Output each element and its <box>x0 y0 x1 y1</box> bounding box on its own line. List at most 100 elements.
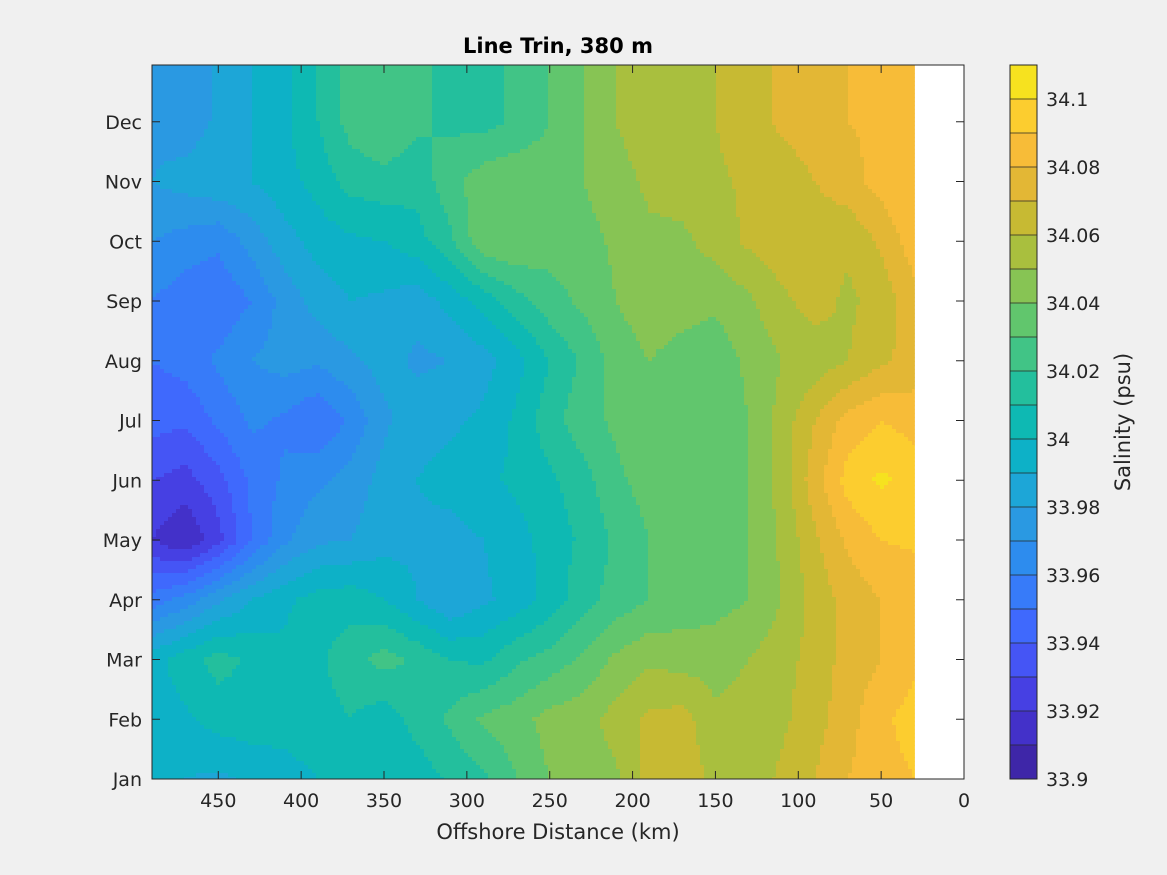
contour-cell <box>344 145 349 150</box>
contour-cell <box>544 117 549 122</box>
contour-cell <box>296 145 301 150</box>
contour-cell <box>872 101 877 106</box>
contour-cell <box>756 117 761 122</box>
contour-cell <box>860 153 865 158</box>
contour-cell <box>620 161 625 166</box>
contour-cell <box>184 129 189 134</box>
contour-cell <box>680 113 685 118</box>
contour-cell <box>500 149 505 154</box>
contour-cell <box>824 65 829 70</box>
contour-cell <box>224 77 229 82</box>
contour-cell <box>876 97 881 102</box>
contour-cell <box>724 89 729 94</box>
contour-cell <box>860 149 865 154</box>
contour-cell <box>376 109 381 114</box>
contour-cell <box>156 149 161 154</box>
contour-cell <box>172 125 177 130</box>
contour-cell <box>556 69 561 74</box>
contour-cell <box>728 109 733 114</box>
contour-cell <box>664 69 669 74</box>
contour-cell <box>892 89 897 94</box>
contour-cell <box>256 85 261 90</box>
contour-cell <box>692 89 697 94</box>
contour-cell <box>844 65 849 70</box>
contour-cell <box>300 101 305 106</box>
contour-cell <box>836 81 841 86</box>
contour-cell <box>492 69 497 74</box>
contour-cell <box>860 125 865 130</box>
contour-cell <box>592 149 597 154</box>
contour-cell <box>288 157 293 162</box>
contour-cell <box>716 149 721 154</box>
contour-cell <box>428 161 433 166</box>
contour-cell <box>872 81 877 86</box>
contour-cell <box>268 105 273 110</box>
contour-cell <box>208 129 213 134</box>
contour-cell <box>580 85 585 90</box>
contour-cell <box>648 101 653 106</box>
contour-cell <box>508 165 513 170</box>
contour-cell <box>388 137 393 142</box>
contour-cell <box>816 73 821 78</box>
contour-cell <box>660 145 665 150</box>
contour-cell <box>708 117 713 122</box>
contour-cell <box>312 137 317 142</box>
contour-cell <box>780 85 785 90</box>
contour-cell <box>616 141 621 146</box>
contour-cell <box>816 81 821 86</box>
contour-cell <box>504 117 509 122</box>
contour-cell <box>500 73 505 78</box>
contour-cell <box>260 69 265 74</box>
contour-cell <box>304 81 309 86</box>
contour-cell <box>768 81 773 86</box>
contour-cell <box>540 101 545 106</box>
contour-cell <box>608 149 613 154</box>
contour-cell <box>908 69 913 74</box>
contour-cell <box>168 161 173 166</box>
contour-cell <box>740 129 745 134</box>
contour-cell <box>756 161 761 166</box>
contour-cell <box>712 85 717 90</box>
contour-cell <box>888 69 893 74</box>
contour-cell <box>416 109 421 114</box>
contour-cell <box>772 145 777 150</box>
contour-cell <box>752 65 757 70</box>
contour-cell <box>652 161 657 166</box>
contour-cell <box>500 105 505 110</box>
contour-cell <box>364 105 369 110</box>
contour-cell <box>880 125 885 130</box>
contour-cell <box>336 125 341 130</box>
contour-cell <box>280 161 285 166</box>
contour-cell <box>392 157 397 162</box>
contour-cell <box>160 129 165 134</box>
contour-cell <box>912 65 915 70</box>
contour-cell <box>748 73 753 78</box>
contour-cell <box>244 145 249 150</box>
contour-cell <box>872 141 877 146</box>
contour-cell <box>624 73 629 78</box>
contour-cell <box>664 65 669 70</box>
contour-cell <box>888 77 893 82</box>
contour-cell <box>652 109 657 114</box>
contour-cell <box>716 145 721 150</box>
contour-cell <box>684 133 689 138</box>
contour-cell <box>884 125 889 130</box>
contour-cell <box>908 137 913 142</box>
contour-cell <box>756 133 761 138</box>
contour-cell <box>320 121 325 126</box>
contour-cell <box>584 113 589 118</box>
contour-cell <box>556 89 561 94</box>
contour-cell <box>696 121 701 126</box>
contour-cell <box>832 73 837 78</box>
contour-cell <box>380 85 385 90</box>
contour-cell <box>704 161 709 166</box>
contour-cell <box>588 157 593 162</box>
contour-cell <box>684 105 689 110</box>
contour-cell <box>312 141 317 146</box>
contour-cell <box>772 73 777 78</box>
contour-cell <box>420 137 425 142</box>
contour-cell <box>316 69 321 74</box>
contour-cell <box>440 85 445 90</box>
contour-cell <box>608 145 613 150</box>
contour-cell <box>708 101 713 106</box>
